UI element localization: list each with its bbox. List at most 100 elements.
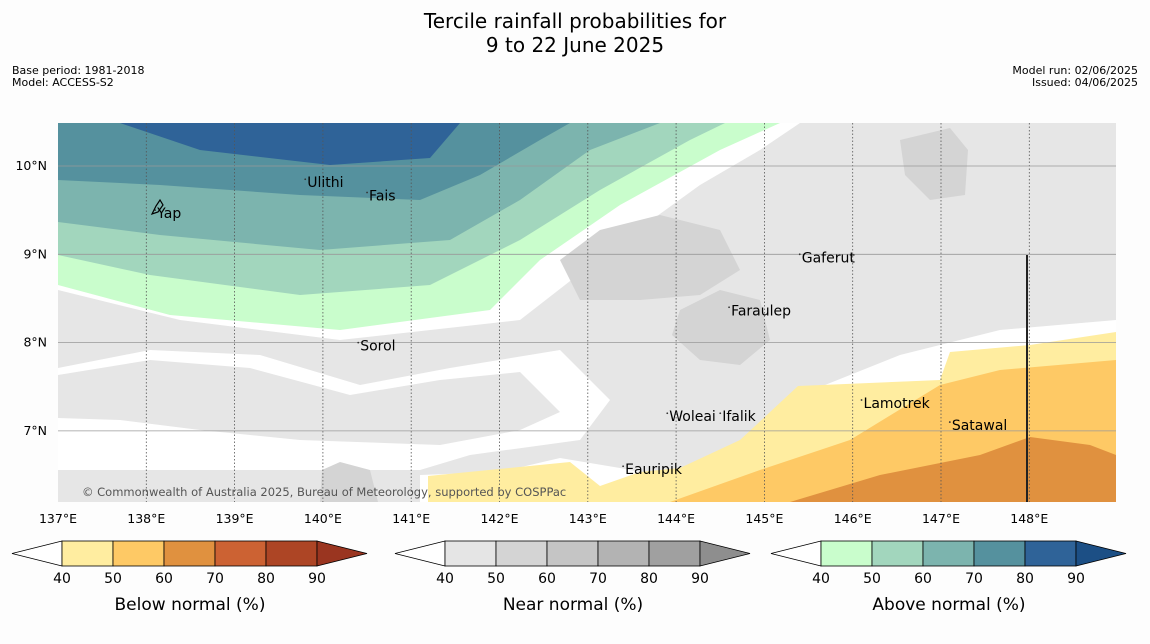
- lon-tick-label: 140°E: [304, 511, 342, 526]
- near-normal-50-patch-3: [900, 128, 968, 200]
- near-normal-50-patch-2: [672, 290, 770, 365]
- base-period: Base period: 1981-2018: [12, 64, 145, 77]
- above-normal-80: [120, 123, 460, 165]
- colorbar-segment: [597, 540, 650, 567]
- near-normal-50-patch-4: [320, 462, 378, 502]
- colorbar-low-arrow: [394, 540, 446, 567]
- island-label: Yap: [156, 206, 181, 222]
- island-marker: [357, 341, 360, 344]
- lon-tick-label: 142°E: [480, 511, 518, 526]
- copyright-text: © Commonwealth of Australia 2025, Bureau…: [82, 485, 566, 499]
- colorbar-high-arrow: [699, 540, 751, 567]
- island-label: Gaferut: [802, 250, 856, 266]
- lon-tick-label: 146°E: [834, 511, 872, 526]
- colorbar: 40 50 60 70 80 90 Near normal (%): [394, 540, 751, 615]
- colorbar-tick: 90: [1067, 571, 1085, 587]
- colorbar-low-arrow: [11, 540, 63, 567]
- colorbar-segment: [648, 540, 701, 567]
- title-line-1: Tercile rainfall probabilities for: [423, 9, 727, 33]
- lon-tick-label: 145°E: [745, 511, 783, 526]
- colorbar-label: Above normal (%): [872, 595, 1025, 615]
- lon-tick-label: 147°E: [922, 511, 960, 526]
- island-marker: [798, 253, 801, 256]
- colorbar-segment: [214, 540, 267, 567]
- colorbar-low-arrow: [770, 540, 822, 567]
- colorbar-tick: 40: [53, 571, 71, 587]
- colorbar-segment: [973, 540, 1026, 567]
- colorbar-tick: 50: [104, 571, 122, 587]
- lon-tick-label: 148°E: [1010, 511, 1048, 526]
- island-marker: [304, 178, 307, 181]
- meta-right: Model run: 02/06/2025 Issued: 04/06/2025: [1012, 65, 1138, 89]
- colorbar-segment: [820, 540, 873, 567]
- lat-tick-label: 8°N: [23, 335, 47, 350]
- colorbar-segment: [61, 540, 114, 567]
- lon-tick-label: 143°E: [569, 511, 607, 526]
- island-label: Fais: [369, 188, 396, 204]
- lat-tick-label: 9°N: [23, 246, 47, 261]
- colorbar-tick: 60: [155, 571, 173, 587]
- colorbar-tick: 80: [257, 571, 275, 587]
- lat-tick-label: 10°N: [15, 158, 47, 173]
- island-label: Sorol: [360, 339, 395, 355]
- island-label: Ifalik: [722, 409, 756, 425]
- graticule: [58, 123, 1116, 502]
- island-labels: Yap Ulithi Fais Gaferut Faraulep Sorol Woleai I…: [150, 175, 1007, 478]
- axis-ticks: 137°E 138°E 139°E 140°E 141°E 142°E 143°E 144°E…: [15, 158, 1048, 526]
- colorbar-tick: 60: [914, 571, 932, 587]
- island-marker: [366, 191, 368, 194]
- island-label: Ulithi: [307, 175, 343, 191]
- colorbar-tick: 70: [206, 571, 224, 587]
- model-run: Model run: 02/06/2025: [1012, 64, 1138, 77]
- colorbar-tick: 90: [691, 571, 709, 587]
- colorbar-segment: [163, 540, 216, 567]
- colorbar: 40 50 60 70 80 90 Above normal (%): [770, 540, 1127, 615]
- island-marker: [948, 421, 951, 423]
- colorbars: 40 50 60 70 80 90 Below normal (%) 40 50 60 70 80 90…: [11, 540, 1127, 615]
- island-marker: [728, 306, 730, 309]
- island-label: Woleai: [669, 409, 716, 425]
- colorbar-high-arrow: [316, 540, 368, 567]
- colorbar-segment: [112, 540, 165, 567]
- lon-tick-label: 141°E: [392, 511, 430, 526]
- colorbar-label: Below normal (%): [115, 595, 266, 615]
- title-line-2: 9 to 22 June 2025: [485, 33, 665, 57]
- colorbar-tick: 50: [863, 571, 881, 587]
- issued-date: Issued: 04/06/2025: [1031, 76, 1138, 89]
- island-marker: [860, 399, 863, 401]
- lon-tick-label: 137°E: [39, 511, 77, 526]
- colorbar-tick: 40: [812, 571, 830, 587]
- model-name: Model: ACCESS-S2: [12, 76, 114, 89]
- island-marker: [622, 465, 625, 468]
- island-marker: [666, 412, 669, 415]
- lon-tick-label: 138°E: [127, 511, 165, 526]
- yap-outline: [150, 198, 164, 216]
- lon-tick-label: 144°E: [657, 511, 695, 526]
- near-normal-island: [58, 360, 560, 445]
- island-label: Eauripik: [625, 462, 683, 478]
- below-normal-60: [790, 437, 1116, 502]
- island-label: Lamotrek: [864, 396, 931, 412]
- colorbar-segment: [871, 540, 924, 567]
- colorbar-high-arrow: [1075, 540, 1127, 567]
- island-marker: [719, 412, 722, 415]
- island-label: Faraulep: [731, 303, 791, 319]
- near-normal-50-patch: [560, 215, 740, 300]
- colorbar-tick: 80: [1016, 571, 1034, 587]
- colorbar: 40 50 60 70 80 90 Below normal (%): [11, 540, 368, 615]
- colorbar-tick: 70: [965, 571, 983, 587]
- colorbar-segment: [546, 540, 599, 567]
- colorbar-segment: [444, 540, 497, 567]
- meta-left: Base period: 1981-2018 Model: ACCESS-S2: [12, 65, 144, 89]
- colorbar-tick: 60: [538, 571, 556, 587]
- colorbar-segment: [265, 540, 318, 567]
- colorbar-segment: [495, 540, 548, 567]
- lon-tick-label: 139°E: [216, 511, 254, 526]
- colorbar-tick: 90: [308, 571, 326, 587]
- lat-tick-label: 7°N: [23, 423, 47, 438]
- colorbar-label: Near normal (%): [503, 595, 643, 615]
- colorbar-tick: 70: [589, 571, 607, 587]
- colorbar-segment: [1024, 540, 1077, 567]
- island-label: Satawal: [952, 418, 1007, 434]
